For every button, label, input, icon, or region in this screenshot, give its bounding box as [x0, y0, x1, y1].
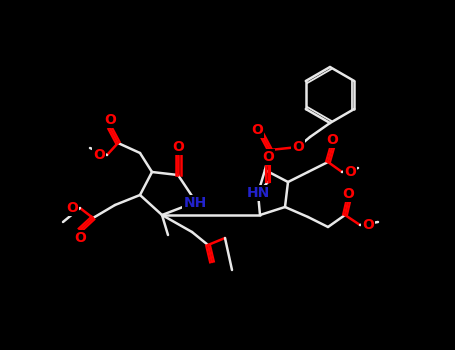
Text: HN: HN	[246, 186, 270, 200]
Text: O: O	[93, 148, 105, 162]
Text: O: O	[104, 113, 116, 127]
Text: O: O	[362, 218, 374, 232]
Text: O: O	[344, 165, 356, 179]
Text: O: O	[262, 150, 274, 164]
Text: O: O	[251, 123, 263, 137]
Text: O: O	[74, 231, 86, 245]
Text: O: O	[172, 140, 184, 154]
Text: O: O	[292, 140, 304, 154]
Text: O: O	[326, 133, 338, 147]
Text: O: O	[342, 187, 354, 201]
Text: NH: NH	[183, 196, 207, 210]
Text: O: O	[66, 201, 78, 215]
